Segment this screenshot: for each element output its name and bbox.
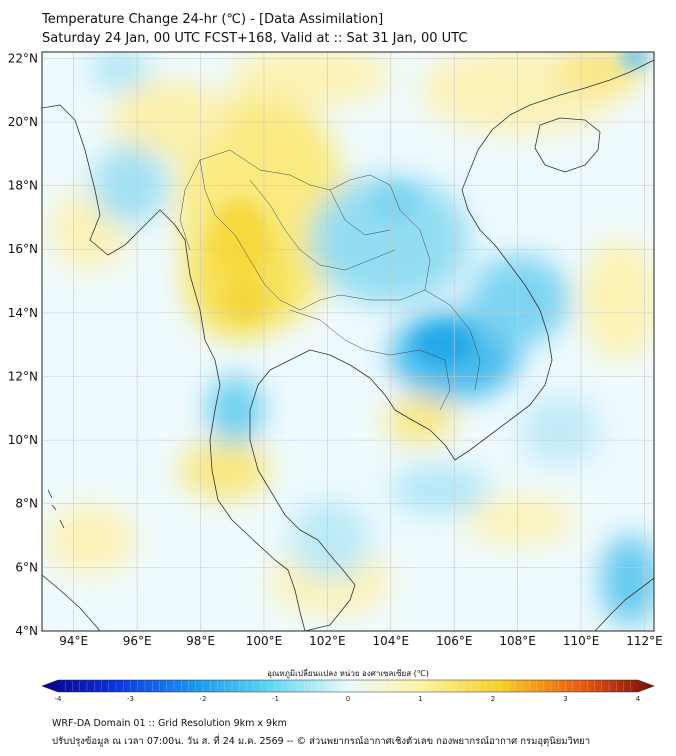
longitude-label: 96°E	[123, 634, 152, 648]
coastline-hainan	[534, 117, 601, 173]
colorbar-label: อุณหภูมิเปลี่ยนแปลง หน่วย องศาเซลเซียส (…	[267, 667, 429, 679]
latitude-label: 4°N	[15, 624, 38, 638]
latitude-label: 8°N	[15, 497, 38, 511]
colorbar-ticks: -4 -3 -2 -1 0 1 2 3 4	[55, 695, 641, 703]
coastline-sumatra	[42, 574, 101, 631]
coastline-borneo	[594, 577, 654, 631]
longitude-label: 100°E	[246, 634, 283, 648]
longitude-labels: 94°E 96°E 98°E 100°E 102°E 104°E 106°E 108°E 110…	[59, 634, 662, 648]
longitude-label: 104°E	[373, 634, 410, 648]
colorbar-tick-label: -4	[55, 695, 63, 703]
map-subtitle: Saturday 24 Jan, 00 UTC FCST+168, Valid …	[42, 31, 468, 46]
plot-frame	[41, 51, 655, 632]
longitude-label: 98°E	[186, 634, 215, 648]
latitude-label: 16°N	[8, 242, 38, 256]
coastlines	[42, 59, 654, 631]
longitude-label: 102°E	[309, 634, 346, 648]
colorbar-tick-label: 2	[491, 695, 495, 703]
latitude-label: 18°N	[8, 179, 38, 193]
latitude-label: 20°N	[8, 115, 38, 129]
colorbar-segments	[65, 681, 631, 691]
latitude-label: 10°N	[8, 433, 38, 447]
country-borders	[179, 149, 481, 411]
coastline-andaman	[47, 489, 65, 529]
longitude-label: 94°E	[59, 634, 88, 648]
latitude-labels: 22°N 20°N 18°N 16°N 14°N 12°N 10°N 8°N 6°N 4°N	[8, 51, 38, 638]
footer-model-info: WRF-DA Domain 01 :: Grid Resolution 9km …	[52, 718, 287, 729]
latitude-label: 22°N	[8, 51, 38, 65]
colorbar-tick-label: 1	[418, 695, 422, 703]
map-title: Temperature Change 24-hr (℃) - [Data Ass…	[42, 12, 384, 27]
latitude-label: 14°N	[8, 306, 38, 320]
colorbar	[41, 679, 655, 693]
longitude-label: 108°E	[499, 634, 536, 648]
temperature-field	[42, 52, 654, 631]
longitude-label: 106°E	[436, 634, 473, 648]
latitude-label: 6°N	[15, 560, 38, 574]
colorbar-tick-label: 4	[636, 695, 641, 703]
coastline-gulf-of-thailand	[249, 59, 654, 631]
colorbar-tick-label: -3	[127, 695, 134, 703]
colorbar-tick-label: -1	[272, 695, 279, 703]
footer-credit: ปรับปรุงข้อมูล ณ เวลา 07:00น. วัน ส. ที่…	[52, 736, 591, 747]
latitude-label: 12°N	[8, 369, 38, 383]
colorbar-tick-label: 0	[346, 695, 350, 703]
colorbar-tick-label: -2	[200, 695, 207, 703]
longitude-label: 110°E	[563, 634, 600, 648]
colorbar-tick-label: 3	[563, 695, 567, 703]
coastline-indochina-north	[42, 104, 306, 631]
longitude-label: 112°E	[626, 634, 663, 648]
